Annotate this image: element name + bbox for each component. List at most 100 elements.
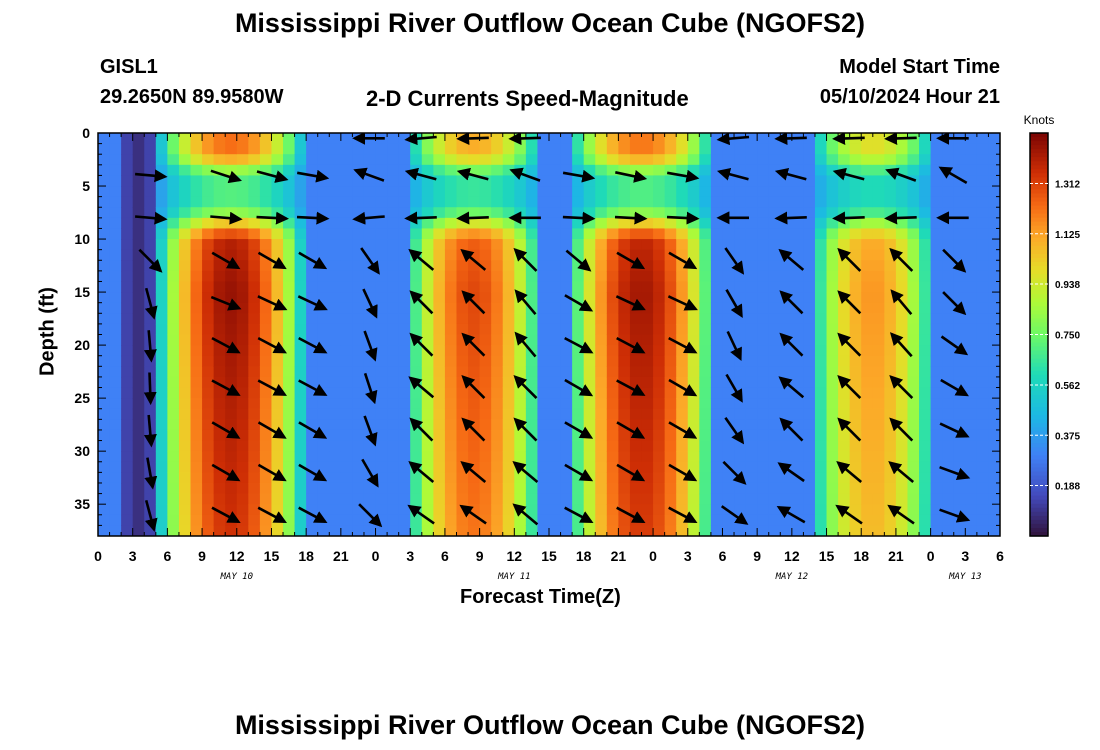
heat-cell	[791, 164, 805, 177]
heat-cell	[213, 270, 226, 283]
heat-cell	[780, 525, 793, 536]
heat-cell	[98, 133, 111, 145]
colorbar-segment	[1030, 322, 1048, 328]
heat-cell	[757, 408, 770, 420]
heat-cell	[606, 493, 619, 505]
heat-cell	[514, 429, 527, 442]
heat-cell	[988, 345, 1000, 357]
heat-cell	[768, 334, 781, 346]
heat-cell	[202, 504, 215, 516]
heat-cell	[213, 451, 226, 463]
heat-cell	[595, 482, 608, 495]
heat-cell	[953, 408, 966, 420]
colorbar-segment	[1030, 455, 1048, 461]
heat-cell	[653, 482, 666, 495]
heat-cell	[398, 461, 411, 473]
current-vector	[211, 463, 241, 482]
heat-cell	[340, 419, 354, 431]
heat-cell	[849, 249, 862, 261]
heat-cell	[444, 260, 458, 272]
heat-cell	[537, 472, 550, 484]
heat-cell	[942, 228, 955, 240]
heat-cell	[780, 514, 793, 526]
heat-cell	[549, 429, 562, 442]
heat-cell	[433, 228, 446, 240]
heat-cell	[757, 504, 770, 516]
heat-cell	[259, 175, 273, 187]
heat-cell	[549, 514, 562, 526]
heat-cell	[942, 154, 955, 166]
heat-cell	[930, 451, 943, 463]
heat-cell	[953, 154, 966, 166]
heat-cell	[664, 302, 677, 314]
heat-cell	[479, 398, 492, 410]
heat-cell	[687, 207, 700, 219]
heat-cell	[306, 334, 319, 346]
heat-cell	[861, 461, 874, 473]
heat-cell	[745, 186, 758, 198]
heat-cell	[283, 207, 296, 219]
heat-cell	[98, 302, 111, 314]
current-vector	[724, 416, 745, 445]
heat-cell	[202, 175, 215, 187]
heat-cell	[606, 175, 619, 187]
heat-cell	[121, 376, 134, 389]
heat-cell	[283, 292, 296, 304]
heat-cell	[919, 217, 932, 230]
heat-cell	[676, 133, 689, 145]
heat-cell	[259, 408, 273, 420]
heat-cell	[919, 249, 932, 261]
heat-cell	[710, 451, 724, 463]
heat-cell	[132, 207, 145, 219]
heat-cell	[398, 376, 411, 389]
heat-cell	[780, 302, 793, 314]
heat-cell	[525, 270, 539, 283]
heat-cell	[491, 525, 504, 536]
heat-cell	[363, 366, 377, 378]
heat-cell	[283, 440, 296, 452]
heat-cell	[225, 133, 238, 145]
heat-cell	[572, 387, 585, 399]
heat-cell	[421, 186, 434, 198]
heat-cell	[329, 345, 342, 357]
heat-cell	[930, 440, 943, 452]
heat-cell	[826, 366, 839, 378]
heat-cell	[814, 133, 828, 145]
heat-cell	[745, 196, 758, 208]
heat-cell	[121, 239, 134, 251]
heat-cell	[398, 239, 411, 251]
heat-cell	[988, 175, 1000, 187]
heat-cell	[121, 366, 134, 378]
heat-cell	[375, 451, 388, 463]
current-vector	[774, 167, 807, 181]
heat-cell	[618, 525, 631, 536]
heat-cell	[248, 472, 261, 484]
heat-cell	[387, 186, 400, 198]
heat-cell	[433, 366, 446, 378]
heat-cell	[537, 164, 550, 177]
heat-cell	[398, 292, 411, 304]
heat-cell	[572, 302, 585, 314]
heat-cell	[375, 355, 388, 367]
heat-cell	[687, 154, 700, 166]
x-tick-label: 9	[753, 548, 761, 564]
heat-cell	[549, 133, 562, 145]
heat-cell	[329, 419, 342, 431]
heat-cell	[167, 186, 180, 198]
heat-cell	[606, 239, 619, 251]
heat-cell	[884, 270, 897, 283]
heat-cell	[121, 429, 134, 442]
heat-cell	[641, 514, 654, 526]
heat-cell	[317, 419, 330, 431]
heat-cell	[942, 482, 955, 495]
heat-cell	[468, 217, 481, 230]
heat-cell	[664, 493, 677, 505]
heat-cell	[525, 408, 539, 420]
heat-cell	[178, 228, 192, 240]
heat-cell	[560, 493, 573, 505]
heat-cell	[791, 196, 805, 208]
heat-cell	[734, 207, 747, 219]
heat-cell	[433, 323, 446, 336]
heat-cell	[468, 493, 481, 505]
heat-cell	[919, 133, 932, 145]
